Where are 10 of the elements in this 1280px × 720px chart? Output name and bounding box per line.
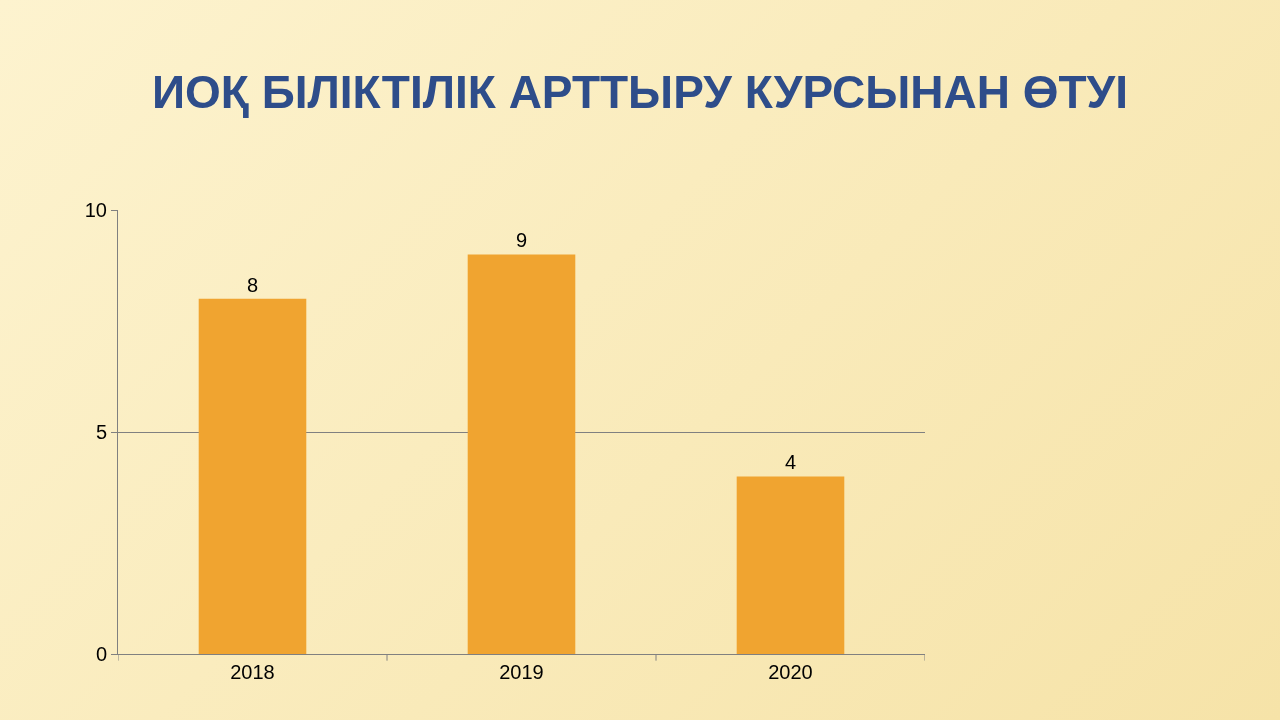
x-tick-label: 2019	[499, 661, 544, 683]
y-tick-label: 5	[95, 421, 107, 443]
x-tick-label: 2020	[768, 661, 813, 683]
data-label: 9	[515, 229, 528, 252]
data-label: 8	[246, 273, 259, 296]
data-label: 4	[784, 451, 797, 474]
y-tick-label: 10	[84, 199, 107, 221]
x-tick-label: 2018	[230, 661, 275, 683]
y-tick-label: 0	[95, 643, 107, 665]
chart-title: ИОҚ БІЛІКТІЛІК АРТТЫРУ КУРСЫНАН ӨТУІ	[152, 66, 1128, 119]
